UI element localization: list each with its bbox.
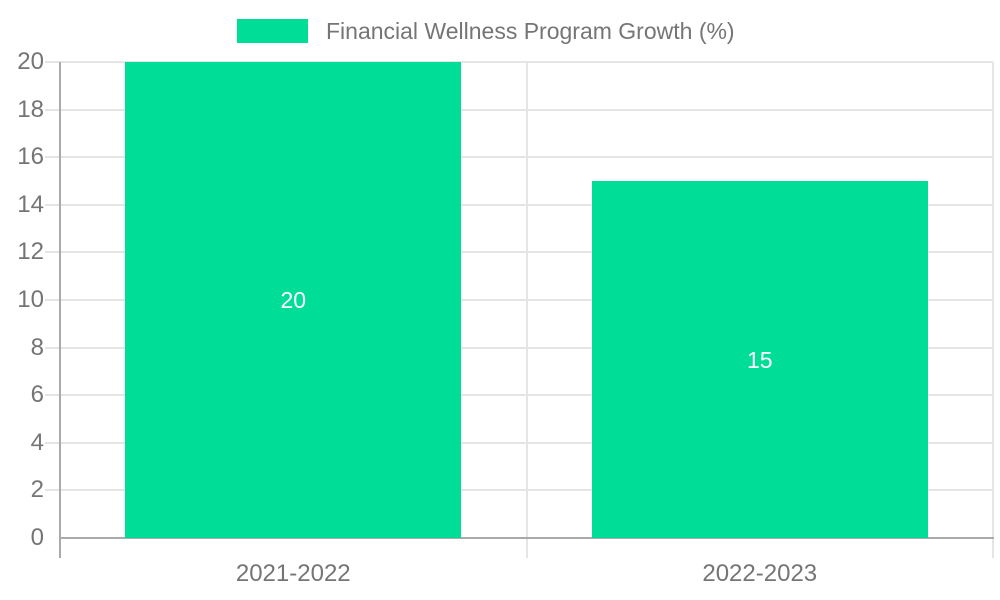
- gridline-vertical: [525, 62, 528, 558]
- y-axis-tick-label: 14: [17, 190, 44, 218]
- y-axis-tick-label: 20: [17, 48, 44, 75]
- y-axis-tick-label: 4: [30, 428, 44, 456]
- gridline-horizontal: [45, 108, 993, 111]
- y-axis-tick-label: 12: [17, 238, 44, 266]
- y-axis-tick-label: 10: [17, 286, 44, 313]
- x-axis-tick-label: 2022-2023: [702, 560, 818, 587]
- x-axis-tick-label: 2021-2022: [235, 560, 351, 587]
- y-axis-line: [59, 62, 61, 558]
- gridline-horizontal: [45, 61, 993, 63]
- gridline-horizontal: [45, 441, 993, 444]
- legend-swatch: [237, 19, 308, 43]
- bar-2022-2023[interactable]: [591, 181, 928, 538]
- bar-2021-2022[interactable]: [125, 62, 462, 538]
- gridline-horizontal: [45, 251, 993, 254]
- y-axis-tick-label: 0: [30, 524, 44, 551]
- gridline-horizontal: [45, 394, 993, 397]
- legend-label: Financial Wellness Program Growth (%): [326, 18, 735, 44]
- gridline-horizontal: [45, 299, 993, 301]
- y-axis-tick-label: 16: [17, 143, 44, 171]
- y-axis-tick-label: 6: [30, 381, 44, 409]
- gridline-horizontal: [45, 156, 993, 159]
- gridline-horizontal: [45, 489, 993, 492]
- bar-value-label: 20: [280, 287, 307, 313]
- gridline-horizontal: [45, 346, 993, 349]
- gridline-vertical: [992, 62, 994, 558]
- y-axis-tick-label: 2: [30, 476, 44, 504]
- x-axis-line: [59, 537, 994, 539]
- y-axis-tick-label: 8: [30, 333, 44, 361]
- y-axis-tick-label: 18: [17, 95, 44, 123]
- bar-value-label: 15: [746, 346, 773, 373]
- gridline-horizontal: [45, 203, 993, 206]
